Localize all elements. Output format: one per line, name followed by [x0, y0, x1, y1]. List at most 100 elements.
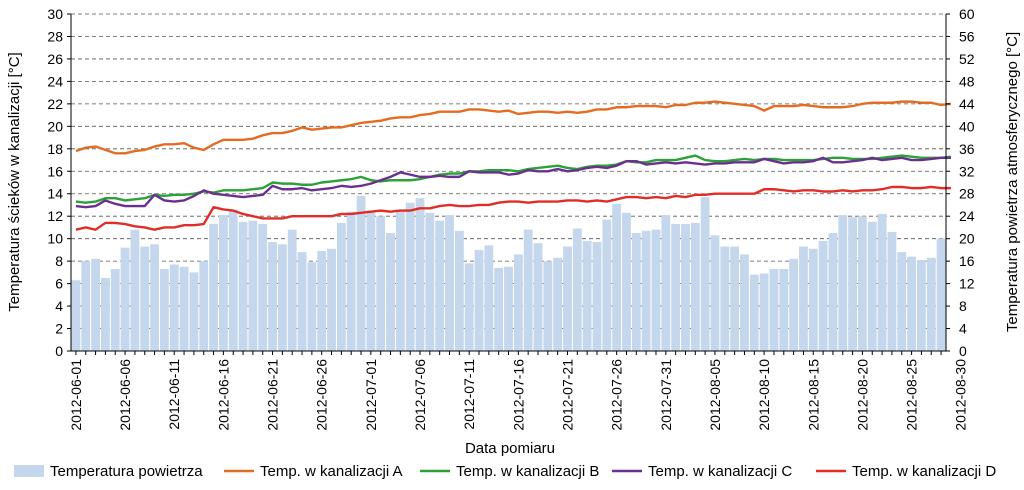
bar: [897, 252, 907, 351]
bar: [297, 252, 307, 351]
bar: [474, 249, 484, 351]
y-right-tick-label: 32: [959, 163, 975, 179]
bar: [435, 220, 445, 351]
legend-label: Temp. w kanalizacji D: [852, 463, 996, 480]
bar: [917, 260, 926, 351]
bar: [622, 212, 631, 351]
y-right-tick-label: 40: [959, 118, 975, 134]
bar: [91, 258, 100, 351]
x-tick-label: 2012-06-21: [265, 359, 281, 431]
bar: [150, 244, 159, 351]
y-right-tick-label: 24: [959, 208, 975, 224]
bar: [346, 211, 356, 351]
x-tick-label: 2012-06-01: [68, 359, 84, 431]
bar: [366, 210, 376, 351]
legend-item: Temperatura powietrza: [14, 463, 203, 480]
y-right-tick-label: 56: [959, 28, 975, 44]
bar: [317, 251, 327, 351]
bar: [828, 233, 838, 351]
bar: [720, 246, 730, 351]
x-tick-label: 2012-06-16: [215, 359, 231, 431]
bar: [189, 272, 199, 351]
y-left-tick-label: 4: [55, 298, 63, 314]
y-right-tick-label: 28: [959, 186, 975, 202]
legend-label: Temp. w kanalizacji C: [648, 463, 792, 480]
bar: [818, 240, 828, 351]
bar: [386, 233, 395, 351]
series-line: [75, 156, 951, 209]
y-right-tick-label: 4: [959, 321, 967, 337]
bar: [631, 233, 641, 351]
bar: [749, 274, 759, 351]
y-left-tick-label: 18: [47, 141, 63, 157]
legend-item: Temp. w kanalizacji C: [612, 463, 792, 480]
x-tick-label: 2012-07-01: [363, 359, 379, 431]
bar: [140, 246, 150, 351]
bar: [690, 222, 700, 351]
y-left-tick-label: 26: [47, 51, 63, 67]
bar: [415, 198, 425, 351]
bar-series: [71, 195, 946, 351]
bar: [425, 212, 435, 351]
bar: [307, 262, 317, 351]
legend-item: Temp. w kanalizacji A: [224, 463, 403, 480]
x-tick-label: 2012-06-06: [117, 359, 133, 431]
bar: [248, 220, 258, 351]
bar: [100, 277, 110, 351]
bar: [710, 235, 720, 351]
bar: [907, 256, 917, 351]
bar: [228, 209, 238, 351]
bar: [523, 229, 533, 351]
y-left-tick-label: 10: [47, 231, 63, 247]
y-left-tick-label: 20: [47, 118, 63, 134]
bar: [887, 231, 897, 351]
bar: [395, 209, 405, 351]
bar: [877, 213, 887, 351]
bar: [858, 216, 867, 351]
legend-label: Temp. w kanalizacji A: [260, 463, 403, 480]
x-tick-label: 2012-07-21: [560, 359, 576, 431]
y-right-tick-label: 36: [959, 141, 975, 157]
y-right-tick-label: 0: [959, 343, 967, 359]
bar: [445, 215, 454, 351]
x-tick-label: 2012-08-25: [904, 359, 920, 431]
bar: [169, 264, 179, 351]
y-left-tick-label: 30: [47, 6, 63, 22]
x-tick-label: 2012-07-16: [510, 359, 526, 431]
bar: [120, 247, 130, 351]
bar: [661, 215, 671, 351]
bar: [582, 240, 592, 351]
bar: [848, 217, 858, 351]
bar: [218, 215, 228, 351]
bar: [789, 258, 799, 351]
bar: [199, 261, 209, 351]
bar: [759, 273, 769, 351]
x-tick-label: 2012-06-11: [166, 359, 182, 430]
x-tick-label: 2012-08-30: [953, 359, 969, 431]
legend-item: Temp. w kanalizacji B: [420, 463, 599, 480]
bar: [81, 261, 91, 351]
bar: [681, 224, 690, 351]
x-axis-title: Data pomiaru: [465, 440, 555, 457]
legend: Temperatura powietrza Temp. w kanalizacji…: [14, 463, 996, 480]
series-line: [75, 154, 952, 204]
x-ticks: 2012-06-01 2012-06-06 2012-06-11 2012-06-16…: [68, 351, 969, 431]
bar: [602, 219, 612, 351]
bar: [641, 230, 651, 351]
legend-label: Temp. w kanalizacji B: [456, 463, 599, 480]
legend-item: Temp. w kanalizacji D: [816, 463, 996, 480]
y-left-tick-label: 16: [47, 163, 63, 179]
bar: [71, 280, 81, 351]
x-tick-label: 2012-07-06: [412, 359, 428, 431]
bar: [612, 203, 622, 351]
bar: [700, 197, 710, 351]
bar: [130, 229, 140, 351]
bar: [376, 216, 386, 351]
x-tick-label: 2012-08-15: [805, 359, 821, 431]
bar: [209, 224, 218, 351]
bar: [553, 257, 563, 351]
bar: [513, 254, 523, 351]
